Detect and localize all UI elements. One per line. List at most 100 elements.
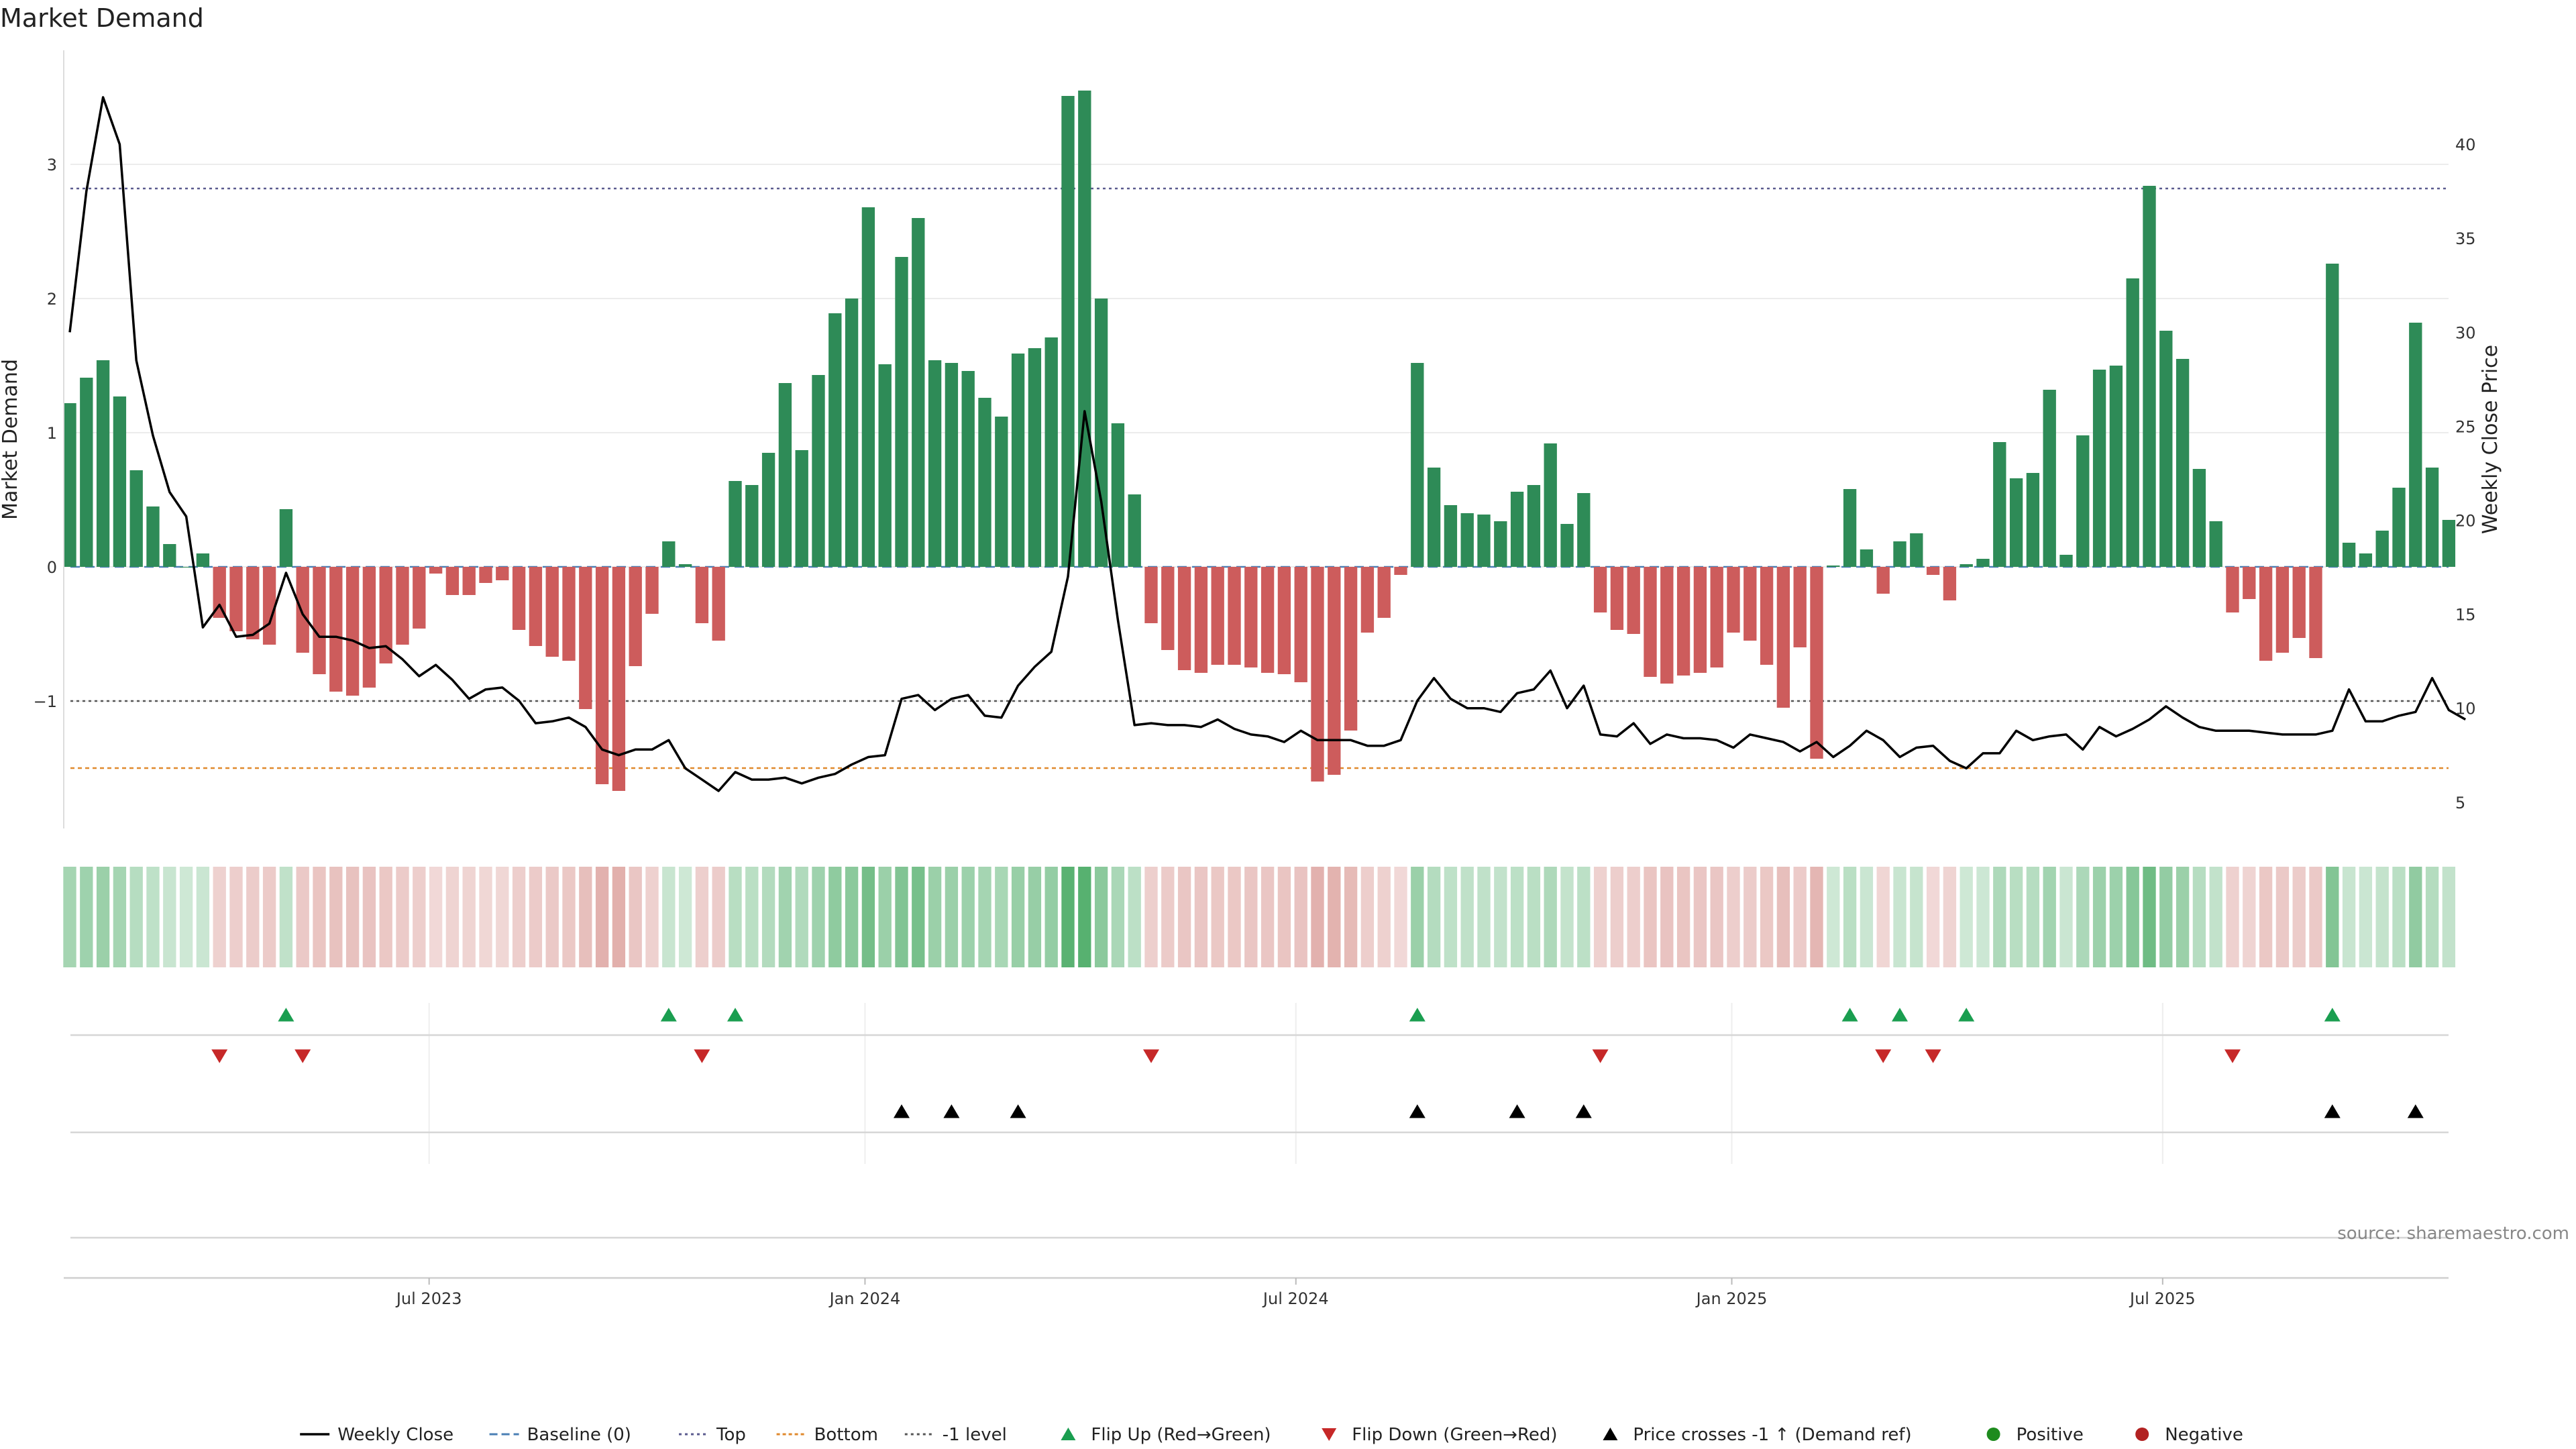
demand-bar <box>1460 513 1474 567</box>
heat-cell <box>1577 867 1591 967</box>
flip-down-marker <box>694 1049 710 1063</box>
heat-cell <box>1710 867 1723 967</box>
heat-cell <box>279 867 293 967</box>
heat-cell <box>2043 867 2056 967</box>
demand-bar <box>1477 515 1491 567</box>
heat-cell <box>1593 867 1607 967</box>
heat-cell <box>529 867 543 967</box>
demand-bar <box>2359 553 2373 567</box>
demand-bar <box>612 567 626 791</box>
demand-bar <box>362 567 376 688</box>
heat-cell <box>678 867 692 967</box>
heat-cell <box>1094 867 1108 967</box>
y2-tick-label: 20 <box>2455 511 2476 530</box>
demand-bar <box>2092 370 2106 567</box>
demand-bar <box>2259 567 2273 661</box>
demand-bar <box>2109 366 2123 567</box>
demand-bar <box>2375 531 2389 567</box>
heat-cell <box>2076 867 2090 967</box>
heat-cell <box>129 867 143 967</box>
heat-cell <box>1460 867 1474 967</box>
heat-cell <box>729 867 742 967</box>
demand-bar <box>1660 567 1674 684</box>
legend-swatch-flip-up <box>1061 1428 1076 1440</box>
demand-bar <box>2126 278 2139 567</box>
heat-cell <box>1527 867 1541 967</box>
demand-bar <box>1693 567 1707 673</box>
heat-cell <box>1061 867 1075 967</box>
demand-bar <box>1411 363 1424 567</box>
demand-bar <box>1377 567 1391 618</box>
legend-label: Negative <box>2165 1425 2243 1445</box>
demand-bar <box>1427 468 1441 567</box>
demand-bar <box>795 450 808 567</box>
demand-bar <box>1760 567 1774 665</box>
demand-bar <box>1910 533 1923 567</box>
demand-bar <box>712 567 725 641</box>
demand-bar <box>1244 567 1258 667</box>
demand-bar <box>1177 567 1191 670</box>
demand-bar <box>2209 521 2222 567</box>
y-tick-label: 3 <box>47 156 57 174</box>
heat-cell <box>262 867 276 967</box>
demand-bar <box>1793 567 1807 647</box>
heat-cell <box>1544 867 1557 967</box>
heat-cell <box>313 867 326 967</box>
heat-cell <box>545 867 559 967</box>
heat-cell <box>213 867 226 967</box>
legend-swatch-positive <box>1986 1428 2000 1441</box>
demand-bar <box>163 544 176 567</box>
heat-cell <box>2275 867 2290 967</box>
weekly-close-line <box>68 96 2467 792</box>
demand-bar <box>1344 567 1358 731</box>
demand-bar <box>645 567 659 614</box>
heat-cell <box>329 867 343 967</box>
demand-bar <box>729 481 742 567</box>
grid-lines <box>70 164 2449 702</box>
heat-cell <box>163 867 176 967</box>
demand-bar <box>345 567 360 696</box>
heat-cell <box>96 867 110 967</box>
demand-bar <box>445 567 460 595</box>
heat-cell <box>1910 867 1923 967</box>
demand-bar <box>579 567 592 709</box>
demand-bar <box>1494 521 1507 567</box>
heat-cell <box>1793 867 1807 967</box>
demand-bar <box>545 567 559 657</box>
demand-bar <box>1061 96 1075 567</box>
demand-bar <box>845 299 859 567</box>
heat-cell <box>2059 867 2073 967</box>
heat-cell <box>845 867 859 967</box>
heat-cell <box>2392 867 2406 967</box>
y2-tick-label: 30 <box>2455 323 2476 342</box>
heat-cell <box>462 867 476 967</box>
demand-bar <box>1577 493 1591 567</box>
heat-cell <box>828 867 842 967</box>
heat-cell <box>1028 867 1042 967</box>
y2-tick-label: 10 <box>2455 700 2476 718</box>
demand-bar <box>745 485 759 567</box>
demand-bar <box>1161 567 1175 650</box>
demand-bar <box>1260 567 1275 673</box>
demand-bar <box>1810 567 1823 759</box>
heat-cell <box>429 867 443 967</box>
heat-cell <box>2409 867 2422 967</box>
heat-cell <box>2026 867 2040 967</box>
heat-cell <box>1044 867 1058 967</box>
x-axis: Jul 2023 Jan 2024 Jul 2024 Jan 2025 Jul 2025 <box>64 1277 2449 1308</box>
demand-bar <box>2275 567 2290 653</box>
heat-cell <box>496 867 509 967</box>
demand-bar <box>678 564 692 567</box>
heat-cell <box>1776 867 1790 967</box>
legend-label: Weekly Close <box>337 1425 453 1445</box>
demand-bar <box>329 567 343 692</box>
demand-bar <box>1943 567 1957 600</box>
heat-cell <box>2226 867 2239 967</box>
flip-down-marker <box>1925 1049 1941 1063</box>
demand-bar <box>1444 505 1458 567</box>
demand-bar <box>529 567 543 646</box>
legend-label: -1 level <box>943 1425 1007 1445</box>
demand-bar <box>479 567 492 583</box>
flip-up-marker <box>278 1008 294 1022</box>
